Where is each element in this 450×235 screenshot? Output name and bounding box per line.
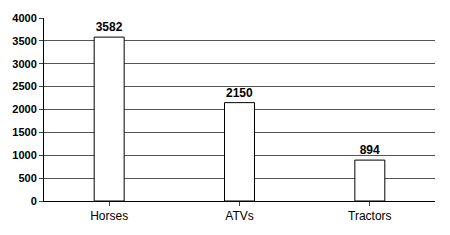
svg-text:Horses: Horses <box>90 209 128 223</box>
svg-text:2500: 2500 <box>12 80 36 92</box>
svg-text:1000: 1000 <box>12 149 36 161</box>
svg-text:0: 0 <box>31 195 37 207</box>
svg-text:3500: 3500 <box>12 35 36 47</box>
svg-text:4000: 4000 <box>12 12 36 24</box>
svg-text:3000: 3000 <box>12 58 36 70</box>
svg-text:3582: 3582 <box>96 20 123 34</box>
svg-text:2000: 2000 <box>12 103 36 115</box>
svg-text:1500: 1500 <box>12 126 36 138</box>
svg-text:2150: 2150 <box>226 86 253 100</box>
svg-text:Tractors: Tractors <box>348 209 392 223</box>
svg-text:ATVs: ATVs <box>225 209 253 223</box>
svg-text:894: 894 <box>360 143 380 157</box>
svg-text:500: 500 <box>18 172 36 184</box>
